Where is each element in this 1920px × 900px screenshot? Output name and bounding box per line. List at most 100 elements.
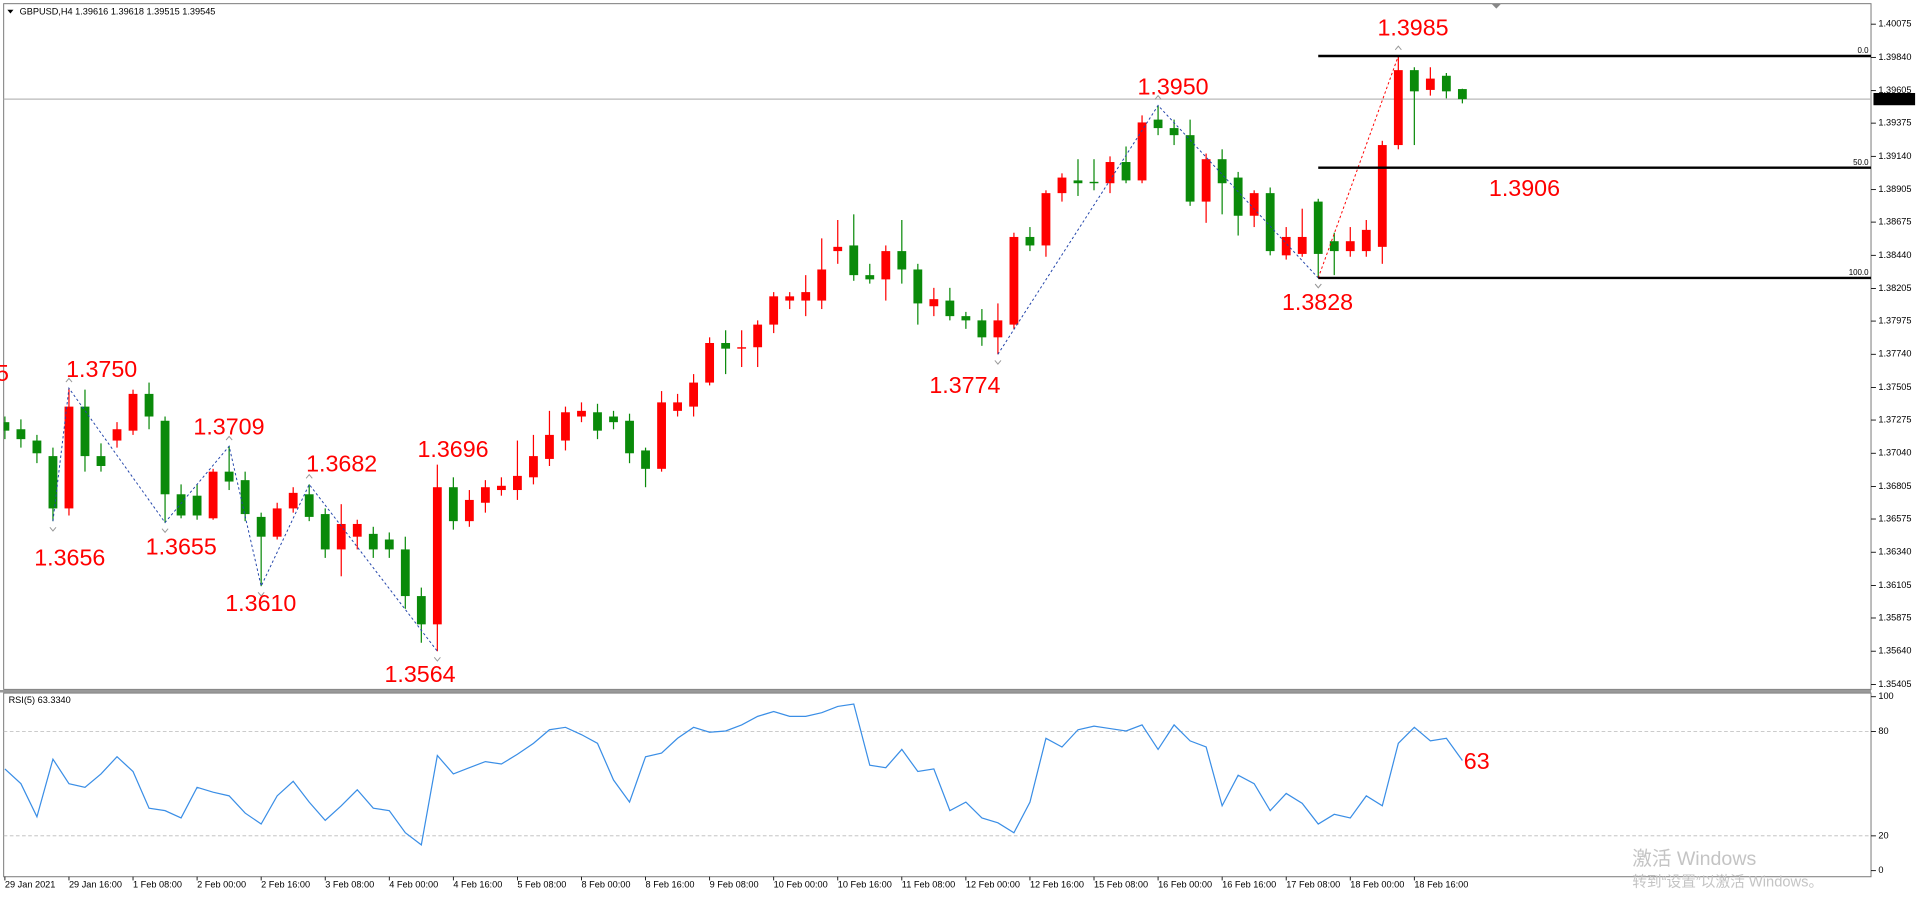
swing-arrow	[433, 657, 441, 662]
candle-body	[1217, 159, 1227, 184]
y-tick-label: 1.35405	[1878, 679, 1911, 689]
candle-body	[1425, 78, 1435, 90]
candle-body	[1169, 128, 1179, 136]
candle-body	[529, 456, 538, 478]
candle-body	[208, 471, 218, 519]
candle-body	[1457, 89, 1467, 100]
x-tick-label: 16 Feb 00:00	[1158, 880, 1212, 890]
price-annotation: 1.3564	[384, 661, 455, 687]
price-annotation: 1.3828	[1282, 289, 1353, 315]
chart-title: GBPUSD,H4 1.39616 1.39618 1.39515 1.3954…	[20, 7, 216, 17]
candle-body	[1329, 241, 1339, 252]
candle-body	[1041, 193, 1051, 246]
candle-body	[1265, 193, 1275, 252]
price-annotation: 1.3985	[1377, 15, 1448, 41]
x-tick-label: 18 Feb 16:00	[1414, 880, 1468, 890]
candle-body	[1377, 145, 1387, 247]
swing-arrow	[994, 360, 1002, 365]
rsi-y-tick-label: 20	[1878, 830, 1888, 840]
chart-shift-marker[interactable]	[1491, 3, 1502, 9]
rsi-title: RSI(5) 63.3340	[9, 695, 71, 705]
candle-body	[513, 475, 522, 491]
candle-body	[416, 596, 426, 625]
candle-body	[865, 275, 875, 280]
x-tick-label: 15 Feb 08:00	[1094, 880, 1148, 890]
candle-body	[833, 246, 843, 252]
x-tick-label: 3 Feb 08:00	[325, 880, 374, 890]
candle-body	[689, 382, 699, 407]
y-tick-label: 1.36340	[1878, 547, 1911, 557]
price-annotation: 1.3682	[306, 450, 377, 476]
price-annotation: 1.3774	[929, 372, 1000, 398]
main-pane-frame	[3, 3, 1872, 690]
candle-body	[593, 412, 602, 431]
overlay: 1.40075 1.39840 1.39605 1.39375 1.39140 1.389…	[0, 15, 1916, 890]
y-tick-label: 1.38905	[1878, 184, 1911, 194]
price-annotation: 1.3906	[1489, 175, 1560, 201]
candle-body	[224, 471, 234, 482]
y-tick-label: 1.36805	[1878, 481, 1911, 491]
price-annotation: 1.3750	[66, 356, 137, 382]
zigzag-line	[997, 104, 1319, 355]
candle-body	[64, 406, 74, 509]
y-tick-label: 1.39375	[1878, 118, 1911, 128]
y-tick-label: 1.37975	[1878, 316, 1911, 326]
x-tick-label: 8 Feb 16:00	[646, 880, 695, 890]
fib-level-label: 0.0	[1858, 46, 1870, 55]
symbol-menu-arrow[interactable]	[7, 9, 14, 14]
candle-body	[1249, 193, 1259, 216]
x-tick-label: 4 Feb 00:00	[389, 880, 438, 890]
candle-body	[1393, 70, 1403, 146]
y-tick-label: 1.39140	[1878, 151, 1911, 161]
candle-body	[673, 402, 682, 411]
candle-body	[977, 320, 987, 338]
candle-body	[176, 494, 186, 516]
rsi-y-tick-label: 80	[1878, 726, 1888, 736]
candle-body	[1105, 162, 1115, 184]
swing-arrow	[49, 526, 57, 532]
candle-body	[913, 269, 923, 304]
candle-body	[384, 539, 394, 550]
candle-body	[1137, 122, 1147, 181]
x-tick-label: 2 Feb 16:00	[261, 880, 310, 890]
x-tick-label: 12 Feb 00:00	[966, 880, 1020, 890]
x-tick-label: 4 Feb 16:00	[453, 880, 502, 890]
x-tick-label: 12 Feb 16:00	[1030, 880, 1084, 890]
y-tick-label: 1.39605	[1878, 85, 1911, 95]
candle-body	[1121, 162, 1131, 181]
candle-body	[625, 420, 634, 454]
y-tick-label: 1.38440	[1878, 250, 1911, 260]
candle-body	[705, 342, 715, 383]
x-tick-label: 10 Feb 00:00	[774, 880, 828, 890]
candle-body	[1233, 177, 1243, 216]
candle-body	[272, 508, 282, 537]
candle-body	[961, 316, 971, 321]
candle-body	[368, 533, 378, 550]
candle-body	[432, 487, 442, 625]
candle-body	[1409, 70, 1419, 92]
x-tick-label: 5 Feb 08:00	[517, 880, 566, 890]
x-tick-label: 16 Feb 16:00	[1222, 880, 1276, 890]
x-tick-label: 17 Feb 08:00	[1286, 880, 1340, 890]
candle-body	[1073, 180, 1083, 184]
candle-body	[817, 269, 827, 301]
candle-body	[1153, 119, 1163, 129]
watermark-subtitle: 转到“设置”以激活 Windows。	[1632, 874, 1823, 891]
candle-body	[561, 412, 570, 441]
candle-body	[80, 406, 90, 457]
candle-body	[1281, 236, 1291, 256]
candle-body	[929, 299, 939, 307]
candle-body	[128, 393, 138, 431]
rsi-pane	[3, 703, 1872, 846]
candle-body	[288, 492, 298, 509]
x-tick-label: 9 Feb 08:00	[710, 880, 759, 890]
price-annotation: 1.3655	[146, 534, 217, 560]
rsi-line	[4, 703, 1463, 846]
candle-body	[1009, 236, 1019, 325]
candle-body	[785, 296, 795, 301]
current-price-box	[1873, 92, 1916, 106]
swing-arrow	[305, 473, 313, 479]
